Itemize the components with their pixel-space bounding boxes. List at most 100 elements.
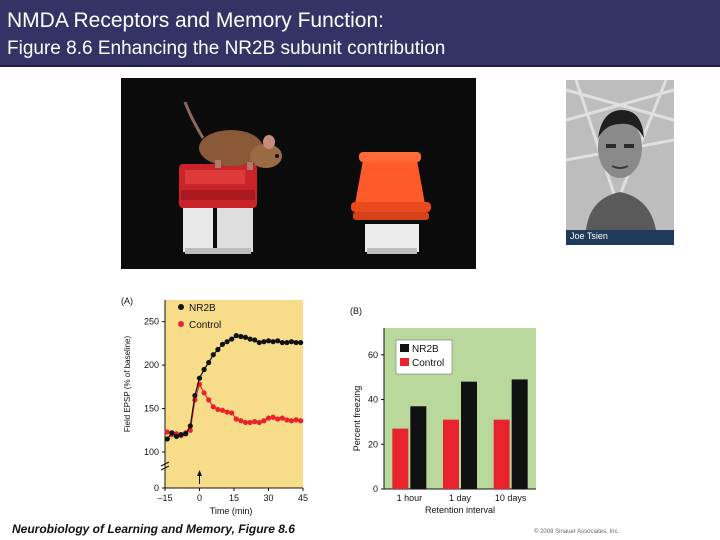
chart-a-y-tick-label: 150 bbox=[144, 404, 159, 414]
chart-b-category-label: 1 day bbox=[449, 493, 472, 503]
chart-a-point-nr2b bbox=[178, 432, 184, 438]
chart-a-point-nr2b bbox=[247, 336, 253, 342]
portrait-caption-text: Joe Tsien bbox=[570, 231, 608, 241]
chart-a-point-nr2b bbox=[288, 339, 295, 345]
chart-b-y-axis-label: Percent freezing bbox=[352, 386, 362, 452]
chart-a-point-nr2b bbox=[196, 375, 203, 381]
slide-title: NMDA Receptors and Memory Function: bbox=[7, 9, 384, 32]
chart-a-legend-label-nr2b: NR2B bbox=[189, 303, 216, 314]
chart-a-point-control bbox=[206, 397, 212, 403]
chart-a-point-control bbox=[224, 409, 230, 415]
portrait-photo: Joe Tsien bbox=[566, 80, 674, 245]
chart-b-percent-freezing: (B) 0 20 40 60 Percent freezing 1 hour 1 day 10 … bbox=[346, 298, 546, 522]
chart-b-legend-swatch-control bbox=[400, 358, 409, 366]
chart-a-point-nr2b bbox=[219, 341, 226, 347]
chart-a-point-nr2b bbox=[169, 430, 175, 436]
chart-a-point-nr2b bbox=[265, 338, 272, 344]
chart-a-point-nr2b bbox=[256, 339, 262, 346]
chart-b-bar-control bbox=[392, 428, 409, 489]
chart-b-category-label: 1 hour bbox=[397, 493, 423, 503]
chart-a-point-nr2b bbox=[284, 339, 290, 346]
chart-a-point-nr2b bbox=[275, 338, 281, 344]
slide-subtitle: Figure 8.6 Enhancing the NR2B subunit co… bbox=[7, 38, 446, 59]
chart-a-point-nr2b bbox=[201, 366, 207, 373]
chart-a-point-nr2b bbox=[252, 337, 258, 343]
chart-b-y-tick-label: 20 bbox=[368, 439, 378, 449]
chart-b-panel-label: (B) bbox=[350, 306, 362, 316]
chart-b-bar-nr2b bbox=[410, 406, 427, 489]
chart-b-y-tick-label: 60 bbox=[368, 350, 378, 360]
chart-a-point-control bbox=[164, 429, 170, 435]
chart-a-point-control bbox=[265, 415, 272, 421]
chart-a-point-nr2b bbox=[187, 423, 193, 429]
chart-a-stimulus-arrowhead bbox=[197, 470, 202, 476]
chart-b-category-label: 10 days bbox=[495, 493, 527, 503]
chart-a-point-nr2b bbox=[293, 339, 299, 346]
chart-b-legend-label-control: Control bbox=[412, 358, 444, 369]
chart-a-axis-break bbox=[160, 461, 170, 471]
chart-a-y-tick-label: 250 bbox=[144, 317, 159, 327]
chart-a-x-axis-label: Time (min) bbox=[210, 506, 253, 516]
chart-a-point-control bbox=[252, 419, 258, 425]
chart-a-point-control bbox=[247, 419, 253, 426]
chart-b-y-tick-label: 0 bbox=[373, 484, 378, 494]
chart-a-point-nr2b bbox=[215, 346, 221, 353]
chart-a-point-control bbox=[270, 414, 276, 420]
chart-a-point-nr2b bbox=[279, 339, 285, 346]
chart-a-legend-marker-control bbox=[178, 321, 184, 327]
chart-b-legend-swatch-nr2b bbox=[400, 344, 409, 352]
chart-a-point-control bbox=[298, 418, 304, 424]
chart-a-point-nr2b bbox=[183, 431, 189, 437]
chart-a-field-epsp: (A) 0 100 150 200 250 –15 0 15 30 45 Time (min) Fiel… bbox=[118, 292, 318, 522]
chart-a-point-control bbox=[219, 407, 226, 413]
chart-a-point-nr2b bbox=[261, 339, 267, 345]
chart-a-point-control bbox=[233, 416, 239, 422]
chart-a-point-control bbox=[238, 418, 244, 424]
chart-b-y-tick-label: 40 bbox=[368, 395, 378, 405]
chart-b-legend-label-nr2b: NR2B bbox=[412, 344, 439, 355]
chart-a-point-control bbox=[293, 417, 299, 423]
chart-a-point-control bbox=[215, 406, 221, 413]
chart-a-point-control bbox=[242, 419, 249, 426]
chart-a-x-tick-label: 15 bbox=[229, 493, 239, 503]
copyright-notice: © 2008 Sinauer Associates, Inc. bbox=[534, 529, 620, 535]
chart-a-point-nr2b bbox=[192, 392, 198, 399]
chart-a-point-nr2b bbox=[210, 352, 216, 358]
chart-a-point-nr2b bbox=[238, 333, 244, 340]
chart-a-panel-label: (A) bbox=[121, 296, 133, 306]
chart-a-point-control bbox=[261, 418, 267, 424]
chart-a-y-tick-label: 0 bbox=[154, 483, 159, 493]
chart-b-svg: (B) 0 20 40 60 Percent freezing 1 hour 1 day 10 … bbox=[350, 306, 536, 515]
chart-b-bar-nr2b bbox=[511, 379, 528, 489]
chart-a-point-nr2b bbox=[173, 433, 180, 439]
chart-b-bar-nr2b bbox=[461, 381, 477, 489]
portrait-caption: Joe Tsien bbox=[566, 230, 674, 245]
chart-a-point-control bbox=[279, 415, 285, 421]
chart-a-point-nr2b bbox=[206, 359, 212, 366]
chart-a-x-tick-label: –15 bbox=[157, 493, 172, 503]
chart-a-point-nr2b bbox=[229, 336, 235, 342]
chart-a-point-control bbox=[256, 419, 262, 426]
chart-a-legend-marker-nr2b bbox=[178, 304, 184, 310]
chart-a-point-control bbox=[229, 410, 235, 416]
chart-a-x-tick-label: 45 bbox=[298, 493, 308, 503]
chart-a-x-tick-label: 0 bbox=[197, 493, 202, 503]
chart-b-x-axis-label: Retention interval bbox=[425, 505, 495, 515]
book-credit: Neurobiology of Learning and Memory, Fig… bbox=[12, 522, 295, 536]
chart-a-point-nr2b bbox=[270, 339, 276, 345]
chart-a-x-tick-label: 30 bbox=[263, 493, 273, 503]
chart-a-point-nr2b bbox=[298, 339, 304, 346]
chart-a-point-nr2b bbox=[224, 339, 230, 345]
chart-a-point-control bbox=[288, 418, 295, 424]
chart-a-y-tick-label: 200 bbox=[144, 360, 159, 370]
chart-a-point-control bbox=[284, 417, 290, 423]
mouse-apparatus-photo bbox=[121, 78, 476, 269]
chart-a-legend-label-control: Control bbox=[189, 320, 221, 331]
slide-title-bar: NMDA Receptors and Memory Function: Figu… bbox=[0, 0, 720, 67]
chart-a-y-axis-label: Field EPSP (% of baseline) bbox=[123, 335, 132, 432]
chart-a-y-tick-label: 100 bbox=[144, 447, 159, 457]
chart-a-point-control bbox=[275, 416, 281, 422]
chart-b-bar-control bbox=[493, 419, 510, 489]
chart-a-point-nr2b bbox=[233, 333, 239, 339]
chart-a-point-nr2b bbox=[164, 436, 170, 442]
